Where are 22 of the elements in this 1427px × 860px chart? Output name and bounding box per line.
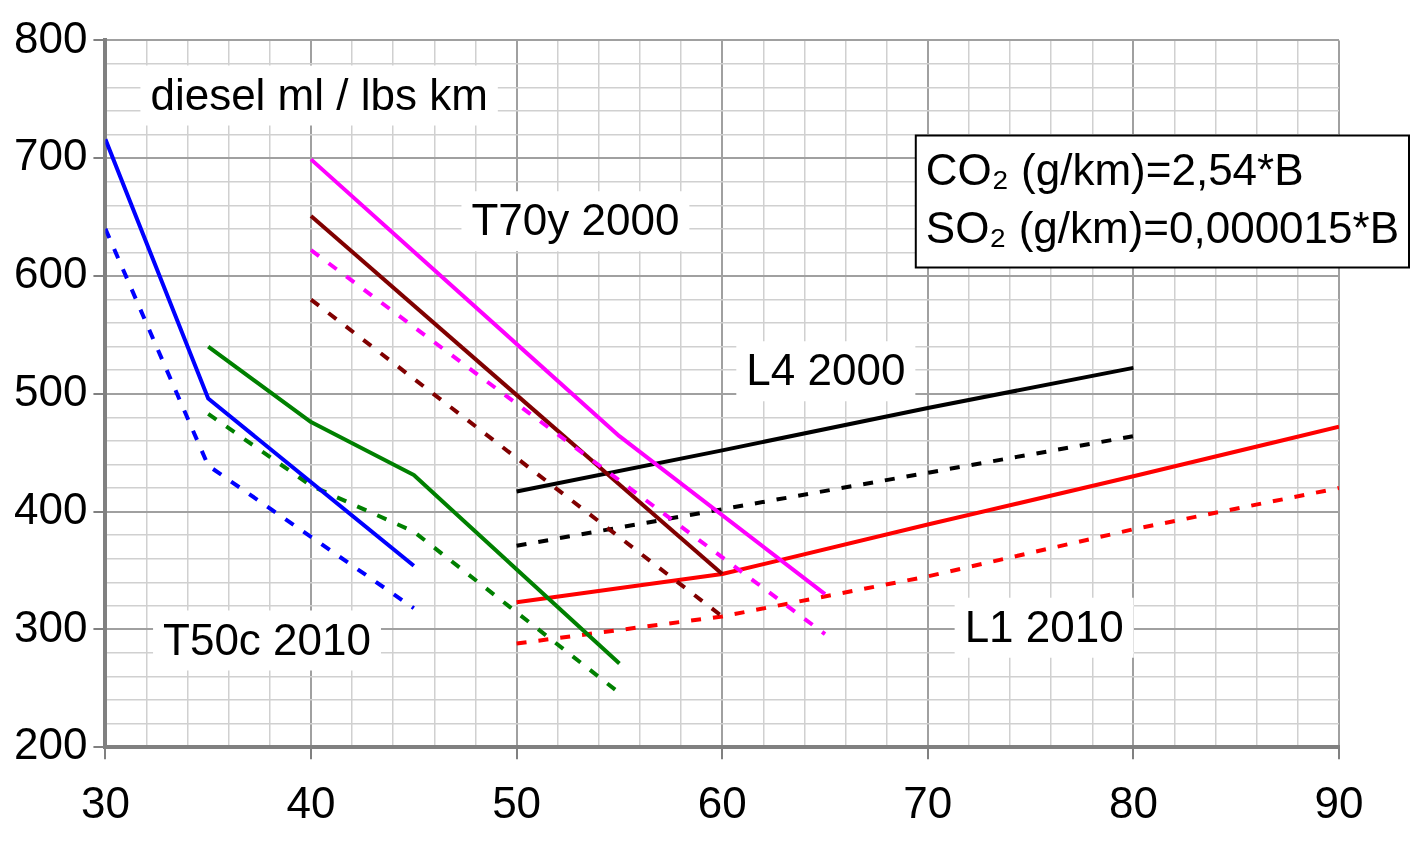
y-tick-label: 600 — [13, 248, 88, 298]
annotation: CO₂ (g/km)=2,54*B — [925, 144, 1304, 194]
annotation: SO₂ (g/km)=0,000015*B — [925, 202, 1399, 252]
y-tick-label: 800 — [13, 12, 88, 62]
x-tick-label: 60 — [697, 777, 747, 827]
x-tick-label: 30 — [80, 777, 130, 827]
y-tick-label: 300 — [13, 601, 88, 651]
line-series — [514, 486, 1339, 646]
x-tick-label: 70 — [903, 777, 953, 827]
x-tick-label: 80 — [1108, 777, 1158, 827]
x-tick-label: 90 — [1314, 777, 1364, 827]
annotation: T70y 2000 — [471, 195, 680, 245]
y-tick-label: 200 — [13, 719, 88, 769]
annotation: T50c 2010 — [163, 614, 371, 664]
y-tick-label: 500 — [13, 365, 88, 415]
x-tick-label: 40 — [286, 777, 336, 827]
x-tick-label: 50 — [492, 777, 542, 827]
y-tick-label: 700 — [13, 130, 88, 180]
y-axis-title: diesel ml / lbs km — [150, 69, 488, 119]
annotation: L4 2000 — [746, 345, 906, 395]
annotation: L1 2010 — [964, 601, 1124, 651]
y-tick-label: 400 — [13, 483, 88, 533]
